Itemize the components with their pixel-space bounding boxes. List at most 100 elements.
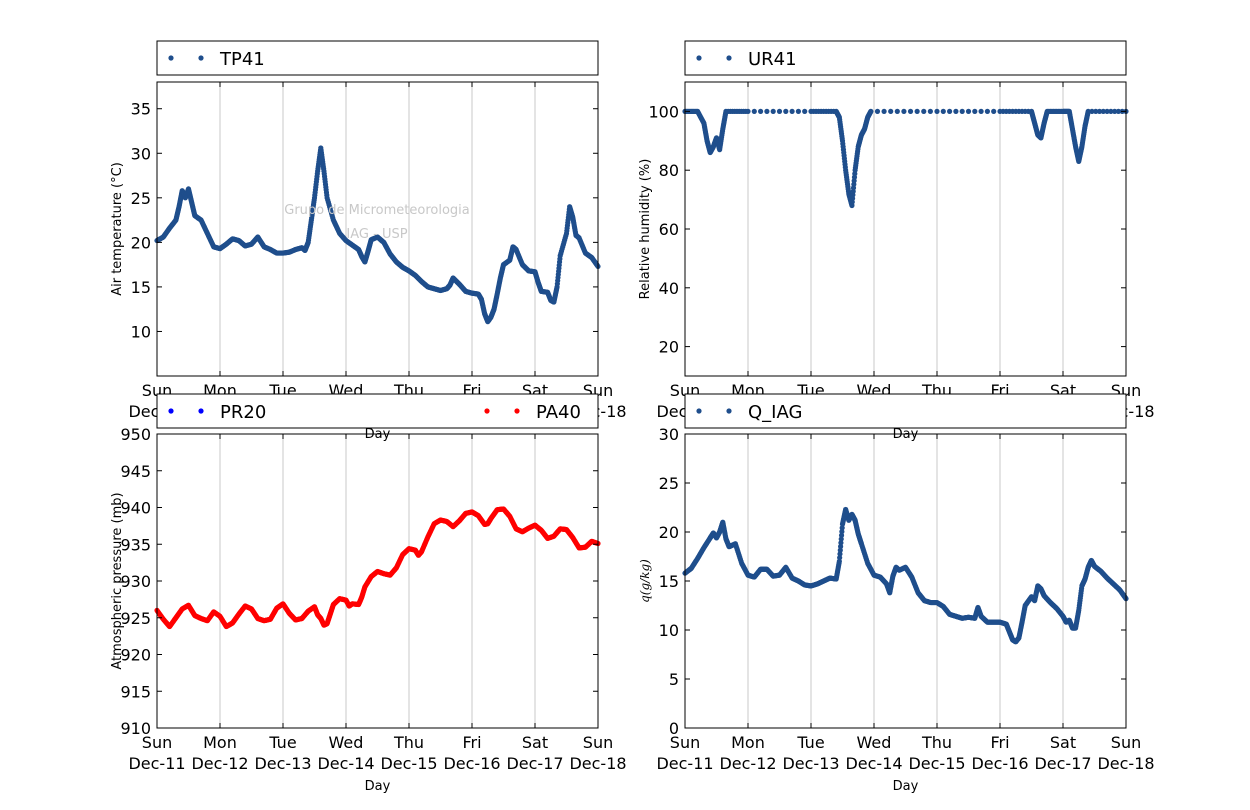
y-tick-label: 930	[120, 572, 151, 591]
x-tick-label-date: Dec-18	[1097, 754, 1154, 773]
x-tick-label-weekday: Wed	[857, 733, 892, 752]
legend-label: PA40	[536, 402, 581, 423]
data-point	[959, 108, 965, 114]
y-tick-label: 915	[120, 682, 151, 701]
x-tick-label-weekday: Thu	[921, 733, 952, 752]
data-point	[758, 108, 764, 114]
watermark-line-2: IAG - USP	[346, 227, 407, 242]
x-tick-label-weekday: Sat	[522, 733, 548, 752]
y-tick-label: 25	[659, 474, 679, 493]
data-point	[914, 108, 920, 114]
y-tick-label: 30	[659, 425, 679, 444]
data-point	[1100, 108, 1106, 114]
series-Q_IAG	[682, 506, 1129, 645]
data-point	[965, 108, 972, 114]
data-point	[1104, 108, 1110, 114]
axes-frame	[684, 81, 1127, 377]
legend-marker	[514, 408, 520, 414]
axes-frame	[684, 433, 1127, 729]
data-point	[1085, 108, 1091, 114]
y-tick-label: 20	[659, 338, 679, 357]
legend-marker	[198, 55, 204, 61]
chart-bottom-right: 051015202530SunDec-11MonDec-12TueDec-13W…	[638, 393, 1155, 794]
data-point	[934, 108, 940, 114]
y-tick-label: 935	[120, 535, 151, 554]
axes-frame	[156, 433, 599, 729]
y-tick-label: 100	[648, 102, 679, 121]
legend-frame	[684, 40, 1127, 76]
y-tick-label: 30	[131, 144, 151, 163]
x-axis-label: Day	[893, 779, 919, 794]
y-tick-label: 15	[131, 278, 151, 297]
data-point	[783, 108, 789, 114]
data-point	[881, 108, 887, 114]
data-point	[953, 108, 959, 114]
data-point	[894, 108, 900, 114]
legend-label: TP41	[219, 49, 265, 70]
legend-marker	[168, 55, 174, 61]
y-tick-label: 910	[120, 719, 151, 738]
x-tick-label-weekday: Fri	[462, 733, 481, 752]
x-tick-label-weekday: Tue	[796, 733, 824, 752]
data-point	[901, 108, 907, 114]
x-tick-label-weekday: Thu	[393, 733, 424, 752]
data-point	[927, 108, 933, 114]
legend-label: UR41	[748, 49, 797, 70]
legend-marker	[726, 408, 732, 414]
y-tick-label: 25	[131, 189, 151, 208]
data-point	[921, 108, 927, 114]
data-point	[868, 108, 874, 114]
y-axis-label: q(g/kg)	[638, 559, 652, 603]
data-point	[776, 108, 783, 114]
y-tick-label: 920	[120, 646, 151, 665]
data-point	[972, 108, 978, 114]
data-point	[978, 108, 984, 114]
legend: UR41	[684, 40, 1127, 76]
data-point	[745, 108, 751, 114]
legend-marker	[198, 408, 204, 414]
y-tick-label: 20	[659, 523, 679, 542]
x-tick-label-date: Dec-14	[845, 754, 902, 773]
x-tick-label-date: Dec-11	[128, 754, 185, 773]
data-point	[1115, 108, 1122, 114]
x-tick-label-weekday: Sat	[1050, 733, 1076, 752]
x-tick-label-weekday: Mon	[731, 733, 765, 752]
data-point	[751, 108, 757, 114]
x-tick-label-date: Dec-16	[971, 754, 1028, 773]
y-tick-label: 5	[669, 670, 679, 689]
legend-marker	[696, 408, 702, 414]
y-tick-label: 20	[131, 233, 151, 252]
chart-top-right: 20406080100SunDec-11MonDec-12TueDec-13We…	[638, 40, 1155, 442]
x-tick-label-date: Dec-15	[908, 754, 965, 773]
legend: PR20 PA40	[156, 393, 599, 429]
legend-marker	[484, 408, 490, 414]
y-tick-label: 80	[659, 161, 679, 180]
legend: TP41	[156, 40, 599, 76]
y-tick-label: 950	[120, 425, 151, 444]
legend-label: PR20	[220, 402, 266, 423]
y-axis-label: Air temperature (°C)	[110, 162, 125, 296]
legend-frame	[156, 40, 599, 76]
y-tick-label: 15	[659, 572, 679, 591]
data-point	[888, 108, 894, 114]
y-tick-label: 10	[131, 322, 151, 341]
x-tick-label-weekday: Sun	[583, 733, 613, 752]
data-point	[940, 108, 946, 114]
y-tick-label: 60	[659, 220, 679, 239]
y-tick-label: 40	[659, 279, 679, 298]
data-point	[802, 108, 808, 114]
data-point	[907, 108, 914, 114]
y-tick-label: 925	[120, 609, 151, 628]
x-tick-label-weekday: Tue	[268, 733, 296, 752]
x-tick-label-date: Dec-13	[782, 754, 839, 773]
y-tick-label: 940	[120, 499, 151, 518]
data-point	[795, 108, 802, 114]
y-tick-label: 945	[120, 462, 151, 481]
x-axis-label: Day	[365, 779, 391, 794]
x-tick-label-date: Dec-17	[506, 754, 563, 773]
x-tick-label-date: Dec-17	[1034, 754, 1091, 773]
x-tick-label-date: Dec-18	[569, 754, 626, 773]
chart-bottom-left: 910 915 920 925 930 935 940 945 950 Sun Dec-11 Mon D…	[110, 393, 627, 794]
data-point	[991, 108, 997, 114]
